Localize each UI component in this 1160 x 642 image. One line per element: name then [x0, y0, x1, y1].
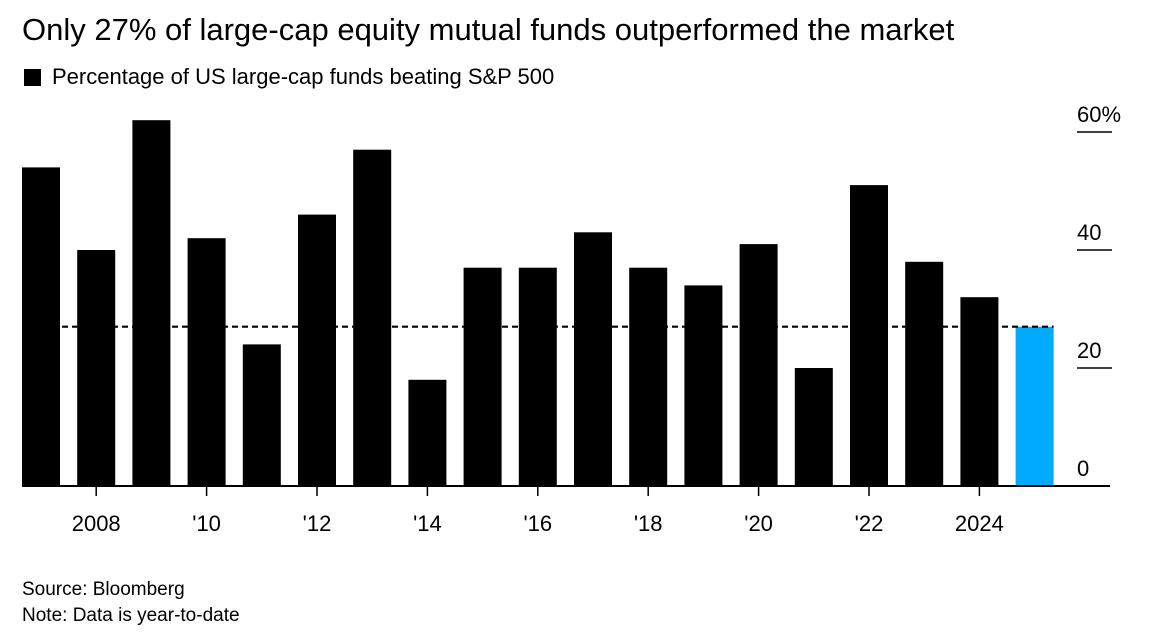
bar-2018 [629, 267, 668, 486]
x-tick-label-2024: 2024 [955, 511, 1004, 536]
bar-2017 [574, 232, 612, 486]
legend-swatch [24, 68, 41, 86]
chart-title: Only 27% of large-cap equity mutual fund… [22, 12, 955, 47]
x-tick-label-2020: '20 [744, 511, 773, 536]
legend: Percentage of US large-cap funds beating… [24, 62, 554, 92]
legend-label: Percentage of US large-cap funds beating… [52, 64, 555, 89]
data-note: Note: Data is year-to-date [22, 605, 240, 626]
bar-2024 [960, 297, 999, 486]
bar-2025 [1015, 326, 1054, 486]
bar-2023 [905, 261, 944, 486]
bar-chart: 0 20 40 60% 2008 '10 '12 '14 '16 '18 '20 '22 2024 [22, 102, 1121, 536]
bar-2013 [353, 149, 392, 486]
x-tick-label-2010: '10 [192, 511, 221, 536]
bar-2009 [132, 120, 171, 486]
source-note: Source: Bloomberg [22, 579, 185, 600]
x-tick-label-2016: '16 [523, 511, 552, 536]
x-tick-label-2022: '22 [855, 511, 884, 536]
bar-2012 [298, 214, 336, 486]
x-tick-label-2014: '14 [413, 511, 442, 536]
bar-2016 [518, 267, 557, 486]
y-tick-label-0: 0 [1077, 456, 1089, 481]
bar-2020 [739, 244, 778, 486]
bar-2019 [684, 285, 723, 486]
x-tick-label-2012: '12 [303, 511, 332, 536]
y-tick-label-40: 40 [1077, 220, 1101, 245]
x-tick-label-2008: 2008 [72, 511, 121, 536]
x-tick-label-2018: '18 [634, 511, 663, 536]
bar-2010 [187, 238, 226, 486]
bar-2015 [463, 267, 502, 486]
bar-2011 [242, 344, 281, 486]
y-tick-label-60: 60% [1077, 102, 1121, 127]
bar-2008 [77, 250, 116, 486]
bar-2014 [408, 379, 447, 486]
bar-2022 [850, 185, 888, 486]
chart-footer: Source: Bloomberg Note: Data is year-to-… [22, 577, 240, 629]
y-tick-label-20: 20 [1077, 338, 1101, 363]
bar-2021 [794, 368, 833, 486]
